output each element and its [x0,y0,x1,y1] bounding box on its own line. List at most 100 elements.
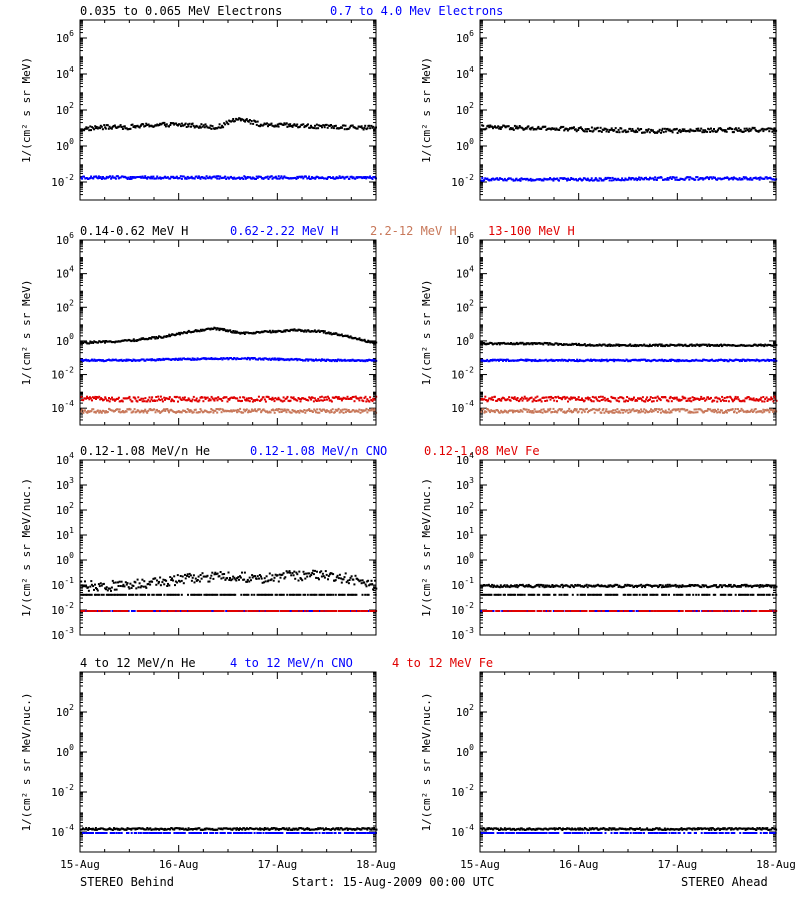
data-point [655,408,658,410]
data-point [221,573,224,576]
data-point [609,177,612,179]
data-point [120,358,123,361]
data-point [770,409,773,411]
data-point [288,593,291,596]
data-point [759,343,762,346]
data-point [233,576,236,579]
data-point [584,128,587,131]
data-point [242,396,245,399]
data-point [286,593,289,596]
data-point [707,359,710,362]
data-point [652,400,655,403]
data-point [219,593,222,596]
data-point [87,589,90,592]
data-point [186,573,189,576]
data-point [596,399,599,402]
data-point [278,411,281,414]
data-point [200,123,203,126]
data-point [266,593,269,596]
data-point [114,581,117,584]
data-point [768,398,771,401]
data-point [570,343,572,346]
data-point [702,397,704,400]
data-point [756,177,759,180]
data-point [638,129,641,132]
data-point [174,580,177,583]
data-point [202,410,205,413]
data-point [533,359,536,362]
data-point [337,593,340,596]
data-point [713,128,715,130]
data-point [772,400,775,403]
data-point [229,577,231,579]
data-point [361,127,364,130]
data-point [132,585,135,587]
data-point [587,359,590,362]
data-point [141,358,144,361]
data-point [705,359,708,362]
data-point [104,397,107,400]
data-point [670,178,673,180]
data-point [505,358,508,361]
data-point [596,126,599,129]
data-point [279,358,282,361]
data-point [255,123,258,126]
data-point [225,593,228,596]
data-point [147,176,150,179]
data-point [620,396,623,399]
data-point [692,399,695,402]
data-point [618,410,621,413]
data-point [94,395,97,398]
data-point [580,359,583,362]
data-point [343,408,346,411]
data-point [309,177,312,180]
data-point [86,593,88,596]
data-point [605,344,608,347]
data-point [233,593,235,596]
data-point [262,593,265,596]
data-point [183,357,185,360]
data-point [577,410,580,413]
data-point [592,408,595,411]
data-point [681,395,684,398]
data-point [159,395,162,398]
data-point [194,577,197,580]
data-point [220,398,223,401]
data-point [590,126,593,129]
data-point [155,583,158,586]
data-point [640,358,643,361]
data-point [307,123,309,126]
data-point [680,398,683,401]
data-point [306,177,309,180]
data-point [540,400,543,403]
legend-label: 0.035 to 0.065 MeV Electrons [80,4,282,18]
data-point [367,339,370,342]
data-point [635,177,638,180]
data-point [331,125,334,128]
data-point [539,411,542,414]
data-point [623,179,626,182]
data-point [619,179,622,182]
data-point [198,399,201,402]
data-point [232,575,235,578]
data-point [356,338,359,341]
data-point [230,357,233,359]
data-point [176,581,179,584]
data-point [339,593,342,596]
data-point [223,176,226,179]
data-point [205,125,208,128]
data-point [185,126,188,128]
data-point [343,593,346,596]
data-point [625,344,628,347]
data-point [655,179,658,181]
data-point [296,593,299,596]
data-point [298,411,301,414]
data-point [207,399,210,402]
data-point [709,131,712,133]
data-point [755,130,758,132]
data-point [333,360,336,363]
data-point [96,589,99,592]
data-point [256,120,259,123]
data-point [771,409,774,412]
data-point [569,410,571,413]
